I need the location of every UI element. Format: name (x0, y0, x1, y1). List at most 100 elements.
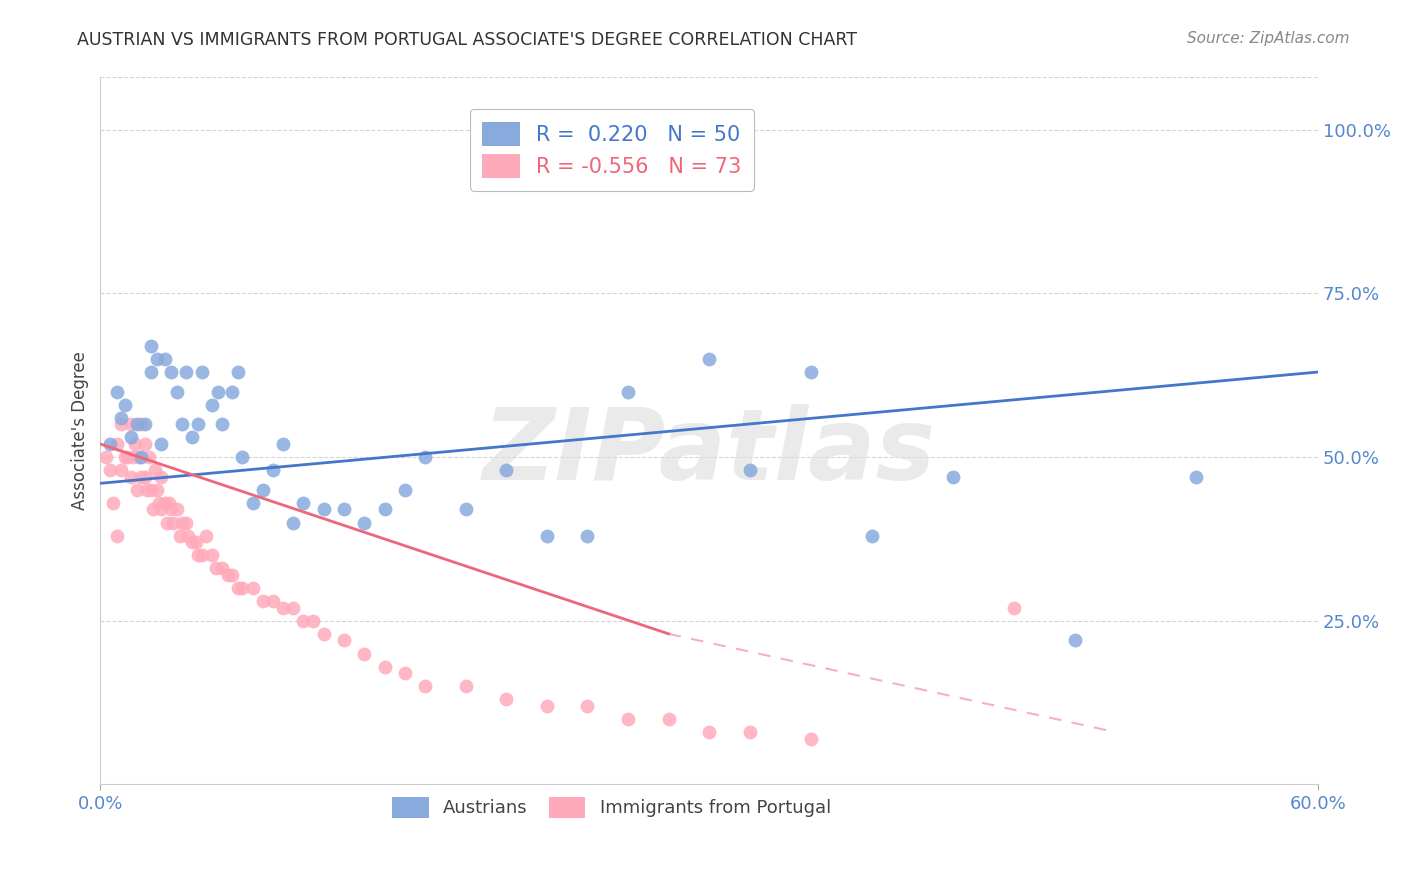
Point (148, 496, 170, 510)
Point (142, 502, 165, 516)
Point (860, 529, 883, 543)
Point (252, 483, 274, 497)
Point (160, 365, 183, 379)
Point (150, 502, 173, 516)
Point (139, 483, 162, 497)
Point (495, 692, 517, 706)
Point (120, 469, 142, 483)
Point (536, 529, 558, 543)
Point (454, 679, 477, 693)
Point (155, 351, 177, 366)
Point (205, 561, 228, 575)
Point (252, 594, 274, 608)
Point (139, 365, 162, 379)
Point (1063, 633, 1085, 648)
Point (125, 417, 148, 432)
Text: Source: ZipAtlas.com: Source: ZipAtlas.com (1187, 31, 1350, 46)
Point (242, 581, 264, 595)
Point (129, 450, 152, 464)
Point (353, 647, 375, 661)
Legend: Austrians, Immigrants from Portugal: Austrians, Immigrants from Portugal (385, 789, 838, 825)
Point (134, 417, 156, 432)
Point (697, 351, 720, 366)
Point (105, 384, 128, 399)
Point (121, 450, 143, 464)
Point (738, 463, 761, 477)
Point (110, 463, 132, 477)
Point (738, 725, 761, 739)
Point (174, 365, 197, 379)
Point (373, 659, 395, 673)
Point (146, 351, 169, 366)
Point (166, 384, 188, 399)
Point (283, 600, 305, 615)
Point (292, 614, 315, 628)
Point (170, 516, 193, 530)
Point (155, 496, 177, 510)
Point (166, 502, 188, 516)
Point (96, 450, 118, 464)
Point (162, 516, 184, 530)
Point (160, 502, 183, 516)
Point (333, 633, 356, 648)
Point (105, 437, 128, 451)
Point (262, 594, 284, 608)
Point (114, 450, 136, 464)
Point (312, 627, 335, 641)
Point (115, 450, 138, 464)
Point (138, 450, 160, 464)
Point (617, 712, 640, 726)
Point (110, 410, 132, 425)
Text: ZIPatlas: ZIPatlas (482, 404, 936, 500)
Point (124, 437, 146, 451)
Point (495, 463, 517, 477)
Point (169, 529, 191, 543)
Point (128, 450, 150, 464)
Point (174, 516, 197, 530)
Point (150, 469, 173, 483)
Point (120, 417, 142, 432)
Point (697, 725, 720, 739)
Point (413, 450, 436, 464)
Point (536, 698, 558, 713)
Point (800, 365, 823, 379)
Point (100, 463, 122, 477)
Point (211, 417, 233, 432)
Point (129, 469, 152, 483)
Point (231, 450, 253, 464)
Point (1002, 600, 1025, 615)
Point (413, 679, 436, 693)
Point (658, 712, 681, 726)
Point (207, 384, 229, 399)
Point (105, 529, 128, 543)
Point (180, 430, 202, 444)
Point (136, 483, 159, 497)
Point (191, 365, 214, 379)
Point (134, 469, 156, 483)
Point (800, 731, 823, 746)
Point (271, 437, 294, 451)
Point (201, 398, 224, 412)
Point (194, 529, 217, 543)
Point (125, 483, 148, 497)
Point (184, 535, 207, 549)
Point (120, 430, 142, 444)
Point (139, 339, 162, 353)
Point (221, 384, 243, 399)
Point (228, 581, 250, 595)
Point (157, 496, 180, 510)
Text: AUSTRIAN VS IMMIGRANTS FROM PORTUGAL ASSOCIATE'S DEGREE CORRELATION CHART: AUSTRIAN VS IMMIGRANTS FROM PORTUGAL ASS… (77, 31, 858, 49)
Point (262, 463, 284, 477)
Point (176, 529, 198, 543)
Point (221, 568, 243, 582)
Point (134, 437, 156, 451)
Point (292, 496, 315, 510)
Point (302, 614, 325, 628)
Point (312, 502, 335, 516)
Point (576, 529, 599, 543)
Point (129, 417, 152, 432)
Point (394, 483, 416, 497)
Point (373, 502, 395, 516)
Point (617, 384, 640, 399)
Point (231, 581, 253, 595)
